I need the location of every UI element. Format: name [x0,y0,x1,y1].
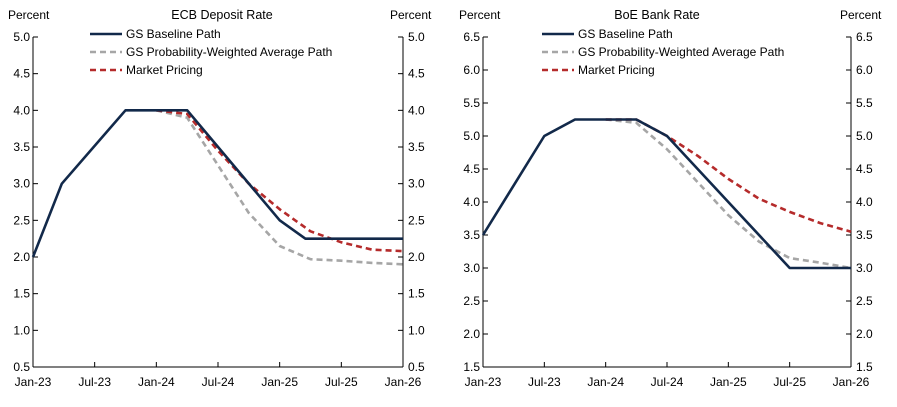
series-line-market [156,109,404,253]
legend-label-market: Market Pricing [126,63,203,77]
y-tick-label-right: 3.0 [408,177,425,191]
x-tick-label: Jul-24 [202,375,235,389]
y-tick-label-left: 3.0 [463,261,480,275]
y-tick-label-right: 3.5 [856,228,873,242]
y-tick-label-left: 2.0 [13,250,30,264]
x-tick-label: Jan-24 [587,375,624,389]
y-tick-label-left: 4.0 [463,195,480,209]
legend-label-baseline: GS Baseline Path [578,27,673,41]
y-tick-label-right: 5.5 [856,96,873,110]
chart-title: ECB Deposit Rate [171,8,272,22]
y-tick-label-left: 6.0 [463,63,480,77]
y-tick-label-right: 6.0 [856,63,873,77]
x-tick-label: Jan-26 [385,375,422,389]
y-tick-label-right: 4.5 [856,162,873,176]
x-tick-label: Jul-24 [651,375,684,389]
y-tick-label-left: 2.5 [463,294,480,308]
y-axis-label-left: Percent [8,8,50,22]
y-axis-label-left: Percent [459,8,501,22]
y-tick-label-right: 1.5 [856,360,873,374]
x-tick-label: Jul-25 [325,375,358,389]
y-tick-label-left: 2.0 [463,327,480,341]
x-tick-label: Jan-23 [465,375,502,389]
legend-label-baseline: GS Baseline Path [126,27,221,41]
x-tick-label: Jan-25 [261,375,298,389]
x-tick-label: Jan-24 [138,375,175,389]
legend-label-market: Market Pricing [578,63,655,77]
y-tick-label-left: 3.0 [13,177,30,191]
y-tick-label-right: 2.0 [856,327,873,341]
y-tick-label-left: 5.0 [13,30,30,44]
y-tick-label-right: 5.0 [408,30,425,44]
y-tick-label-right: 2.0 [408,250,425,264]
y-tick-label-left: 5.5 [463,96,480,110]
y-axis-label-right: Percent [840,8,882,22]
y-tick-label-left: 6.5 [463,30,480,44]
y-tick-label-left: 3.5 [463,228,480,242]
y-tick-label-right: 3.5 [408,140,425,154]
series-line-baseline [31,109,403,258]
y-tick-label-right: 1.0 [408,323,425,337]
legend-label-probability: GS Probability-Weighted Average Path [578,45,784,59]
x-tick-label: Jul-23 [78,375,111,389]
y-axis-label-right: Percent [390,8,432,22]
y-tick-label-left: 3.5 [13,140,30,154]
series-line-probability [605,118,852,270]
y-tick-label-left: 0.5 [13,360,30,374]
y-tick-label-right: 1.5 [408,287,425,301]
y-tick-label-right: 2.5 [408,213,425,227]
y-tick-label-right: 4.5 [408,67,425,81]
chart-panel-2: BoE Bank Rate Percent Percent 1.5 1.5 2.0 2.0 2… [459,8,882,389]
y-tick-label-right: 0.5 [408,360,425,374]
y-tick-label-left: 1.5 [463,360,480,374]
chart-title: BoE Bank Rate [614,8,700,22]
y-tick-label-left: 5.0 [463,129,480,143]
x-tick-label: Jul-23 [528,375,561,389]
y-tick-label-right: 3.0 [856,261,873,275]
y-tick-label-right: 6.5 [856,30,873,44]
x-tick-label: Jul-25 [773,375,806,389]
y-tick-label-right: 4.0 [408,103,425,117]
y-tick-label-left: 1.5 [13,287,30,301]
chart-panel-1: ECB Deposit Rate Percent Percent 0.5 0.5 1.0 1… [8,8,432,389]
y-tick-label-left: 4.5 [463,162,480,176]
y-tick-label-left: 4.0 [13,103,30,117]
y-tick-label-left: 2.5 [13,213,30,227]
y-tick-label-right: 4.0 [856,195,873,209]
x-tick-label: Jan-25 [710,375,747,389]
y-tick-label-left: 4.5 [13,67,30,81]
legend-label-probability: GS Probability-Weighted Average Path [126,45,332,59]
x-tick-label: Jan-23 [15,375,52,389]
y-tick-label-right: 5.0 [856,129,873,143]
y-tick-label-left: 1.0 [13,323,30,337]
y-tick-label-right: 2.5 [856,294,873,308]
x-tick-label: Jan-26 [833,375,870,389]
series-line-baseline [481,118,851,270]
series-line-probability [155,109,404,266]
